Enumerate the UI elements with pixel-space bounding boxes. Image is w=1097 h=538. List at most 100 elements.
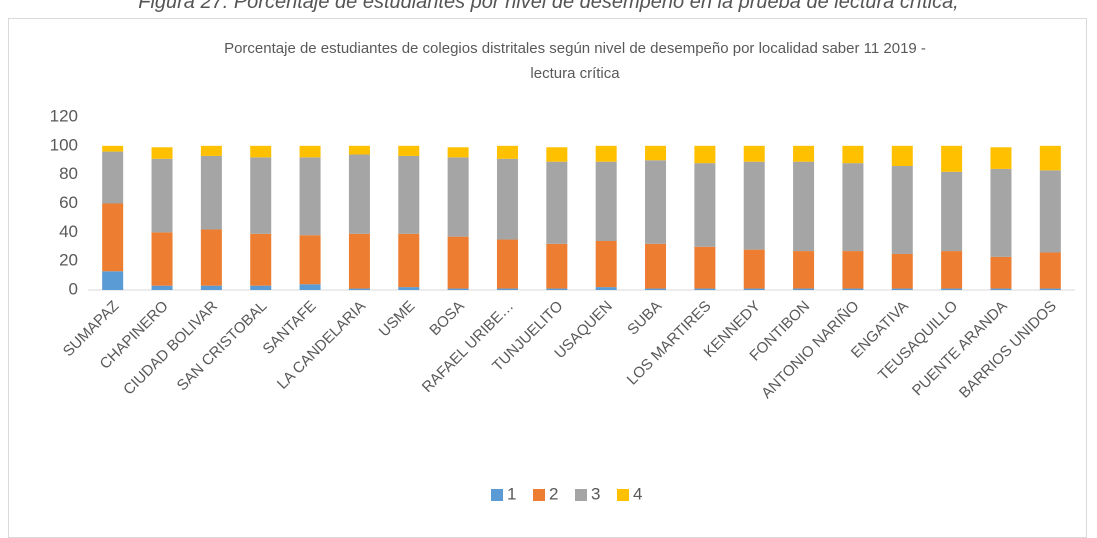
- bar-segment: [990, 288, 1012, 290]
- bar-segment: [842, 251, 864, 289]
- bar-segment: [151, 147, 173, 159]
- x-tick-label: SUBA: [624, 298, 665, 339]
- y-tick-label: 120: [50, 106, 78, 125]
- x-tick-label: BOSA: [426, 298, 467, 339]
- bar-segment: [200, 229, 222, 286]
- bar-segment: [250, 145, 272, 158]
- bar-segment: [990, 147, 1012, 169]
- bar-segment: [299, 157, 321, 236]
- bar-segment: [941, 171, 963, 252]
- bar-segment: [793, 161, 815, 252]
- bar-segment: [1039, 252, 1061, 289]
- legend-swatch: [533, 489, 545, 501]
- bar-segment: [151, 285, 173, 290]
- bar-segment: [891, 253, 913, 289]
- y-tick-label: 60: [59, 193, 78, 212]
- bar-segment: [645, 145, 667, 161]
- bar-segment: [546, 161, 568, 244]
- bar-segment: [200, 145, 222, 156]
- bar-segment: [250, 157, 272, 234]
- x-tick-label: BARRIOS UNIDOS: [956, 298, 1060, 402]
- legend-swatch: [491, 489, 503, 501]
- bar-segment: [398, 287, 420, 290]
- bar-segment: [250, 285, 272, 290]
- bar-segment: [694, 246, 716, 289]
- legend-label: 4: [633, 484, 642, 503]
- bar-segment: [250, 233, 272, 286]
- bar-segment: [694, 163, 716, 247]
- y-tick-label: 20: [59, 251, 78, 270]
- bar-segment: [941, 251, 963, 289]
- bar-segment: [990, 168, 1012, 257]
- bar-segment: [842, 145, 864, 164]
- bar-segment: [447, 157, 469, 237]
- bar-segment: [743, 161, 765, 250]
- bar-segment: [645, 288, 667, 290]
- bar-segment: [694, 145, 716, 164]
- x-tick-label: SAN CRISTOBAL: [174, 298, 271, 395]
- bar-segment: [842, 163, 864, 252]
- bar-segment: [891, 288, 913, 290]
- bar-segment: [151, 232, 173, 286]
- bar-segment: [891, 145, 913, 167]
- caption: Figura 27. Porcentaje de estudiantes por…: [138, 0, 959, 13]
- bar-segment: [200, 285, 222, 290]
- bar-segment: [348, 288, 370, 290]
- bar-segment: [891, 166, 913, 254]
- bar-segment: [398, 233, 420, 288]
- bar-segment: [842, 288, 864, 290]
- x-tick-label: LOS MARTIRES: [624, 298, 715, 389]
- x-tick-label: LA CANDELARIA: [274, 298, 369, 393]
- bar-segment: [546, 243, 568, 289]
- bar-segment: [941, 145, 963, 172]
- bar-segment: [645, 243, 667, 289]
- bar-segment: [743, 288, 765, 290]
- chart-title: Porcentaje de estudiantes de colegios di…: [224, 40, 926, 82]
- y-tick-label: 40: [59, 222, 78, 241]
- bar-segment: [1039, 170, 1061, 253]
- bar-segment: [348, 145, 370, 155]
- bar-segment: [546, 288, 568, 290]
- bar-segment: [990, 256, 1012, 289]
- bar-segment: [447, 147, 469, 158]
- bar-segment: [595, 161, 617, 241]
- bar-segment: [595, 287, 617, 290]
- bar-segment: [447, 236, 469, 289]
- legend-label: 1: [507, 484, 516, 503]
- bar-segment: [546, 147, 568, 162]
- bar-segment: [102, 151, 124, 204]
- x-tick-label: PUENTE ARANDA: [909, 298, 1011, 400]
- bar-segment: [743, 145, 765, 162]
- x-tick-label: USME: [376, 298, 419, 341]
- bar-segment: [793, 251, 815, 289]
- bar-segment: [793, 288, 815, 290]
- bar-segment: [595, 240, 617, 288]
- bar-segment: [398, 155, 420, 234]
- bar-segment: [694, 288, 716, 290]
- bar-segment: [102, 145, 124, 152]
- bar-segment: [1039, 145, 1061, 171]
- y-tick-label: 80: [59, 164, 78, 183]
- bar-segment: [743, 249, 765, 289]
- legend-label: 2: [549, 484, 558, 503]
- legend-swatch: [617, 489, 629, 501]
- bar-segment: [299, 145, 321, 158]
- y-tick-label: 100: [50, 135, 78, 154]
- bar-segment: [299, 235, 321, 285]
- bar-segment: [348, 154, 370, 234]
- bar-segment: [200, 155, 222, 230]
- bar-segment: [447, 288, 469, 290]
- bar-segment: [645, 160, 667, 244]
- page: Figura 27. Porcentaje de estudiantes por…: [8, 0, 1087, 538]
- bar-segment: [496, 288, 518, 290]
- bar-segment: [102, 271, 124, 290]
- bar-segment: [496, 239, 518, 289]
- bar-segment: [102, 203, 124, 272]
- legend-label: 3: [591, 484, 600, 503]
- bar-segment: [1039, 288, 1061, 290]
- x-tick-label: RAFAEL URIBE…: [419, 298, 517, 396]
- bar-segment: [151, 158, 173, 233]
- bar-segment: [496, 158, 518, 240]
- x-tick-label: CIUDAD BOLIVAR: [120, 298, 221, 399]
